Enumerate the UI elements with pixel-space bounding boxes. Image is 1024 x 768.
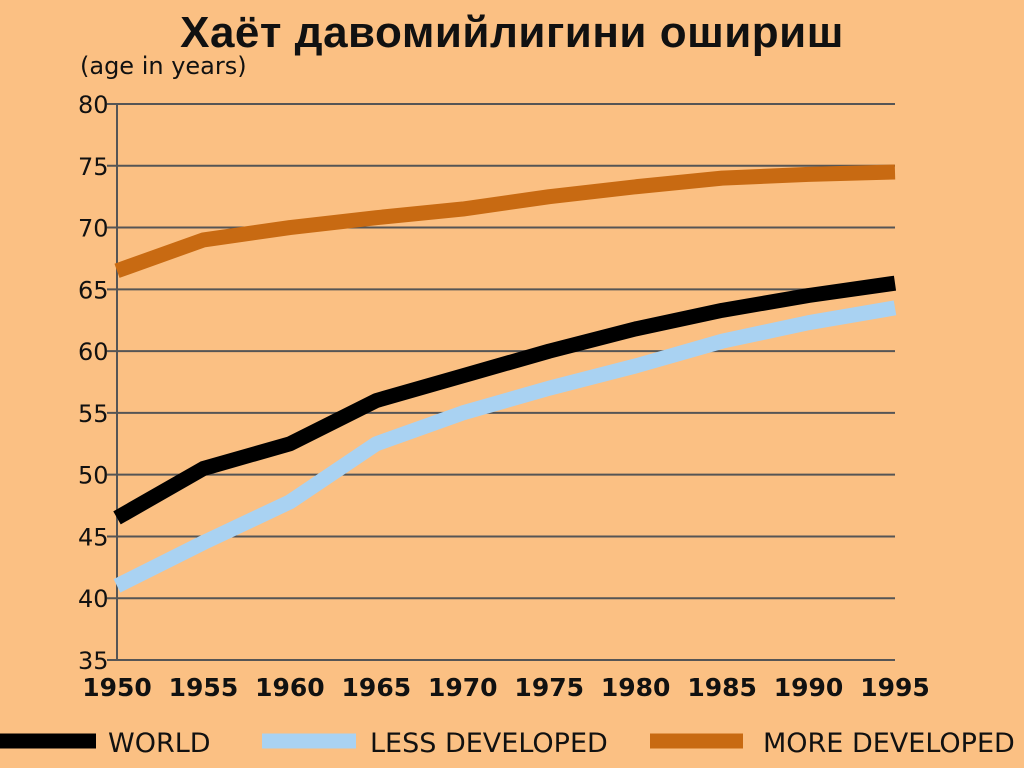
series-line-world: [113, 275, 897, 525]
x-axis-ticks: 1950 1955 1960 1965 1970 1975 1980 1985 1990 1995: [82, 673, 930, 702]
x-tick-label-1990: 1990: [774, 673, 844, 702]
series-line-less-developed: [113, 300, 897, 593]
y-tick-label-45: 45: [78, 523, 109, 551]
legend-label-world: WORLD: [108, 728, 211, 759]
x-tick-label-1950: 1950: [82, 673, 152, 702]
y-tick-label-80: 80: [78, 91, 109, 119]
x-tick-label-1960: 1960: [255, 673, 325, 702]
y-tick-label-55: 55: [78, 400, 109, 428]
y-tick-label-70: 70: [78, 215, 109, 243]
page-title: Хаёт давомийлигини ошириш: [180, 8, 844, 57]
x-tick-label-1965: 1965: [342, 673, 412, 702]
legend: WORLD LESS DEVELOPED MORE DEVELOPED: [0, 728, 1015, 759]
y-tick-label-40: 40: [78, 585, 109, 613]
series-lines: [113, 164, 897, 593]
y-tick-label-75: 75: [78, 153, 109, 181]
legend-label-less-developed: LESS DEVELOPED: [370, 728, 608, 759]
y-tick-label-35: 35: [78, 647, 109, 675]
x-tick-label-1975: 1975: [514, 673, 584, 702]
y-axis-unit-label: (age in years): [80, 52, 247, 80]
y-tick-label-50: 50: [78, 462, 109, 490]
x-tick-label-1970: 1970: [428, 673, 498, 702]
legend-label-more-developed: MORE DEVELOPED: [763, 728, 1015, 759]
series-line-more-developed: [114, 164, 896, 278]
y-tick-label-60: 60: [78, 338, 109, 366]
y-tick-label-65: 65: [78, 276, 109, 304]
x-tick-label-1980: 1980: [601, 673, 671, 702]
y-axis-ticks: 35 40 45 50 55 60 65 70 75 80: [78, 91, 109, 675]
gridlines: [107, 103, 895, 661]
x-tick-label-1995: 1995: [860, 673, 930, 702]
x-tick-label-1985: 1985: [687, 673, 757, 702]
x-tick-label-1955: 1955: [169, 673, 239, 702]
